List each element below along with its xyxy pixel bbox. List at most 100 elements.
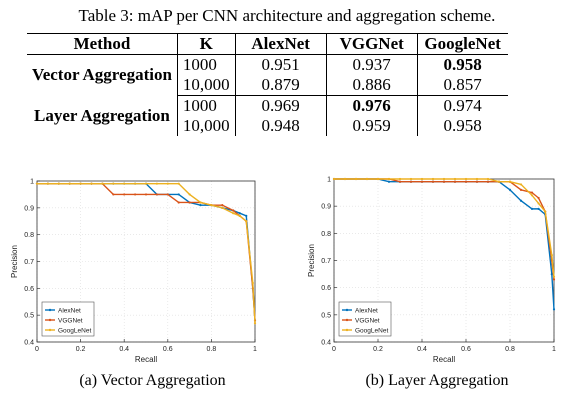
data-point	[550, 272, 553, 276]
data-point	[251, 281, 254, 285]
table-row: 10,000 0.948 0.959 0.958	[27, 116, 508, 136]
data-point	[550, 253, 553, 257]
series-line	[334, 178, 555, 277]
data-point	[155, 193, 158, 196]
data-point	[537, 196, 540, 200]
data-point	[552, 278, 556, 281]
legend-label: GoogLeNet	[58, 328, 91, 335]
legend-marker	[48, 308, 52, 312]
data-point	[365, 177, 369, 181]
data-point	[177, 201, 180, 204]
data-point	[112, 193, 115, 196]
data-point	[431, 177, 435, 181]
data-point	[442, 180, 446, 183]
x-tick-label: 0.2	[373, 346, 383, 353]
method-cell: Vector Aggregation	[27, 54, 178, 96]
data-point	[387, 177, 391, 181]
data-point	[475, 177, 479, 181]
data-point	[46, 182, 50, 185]
data-point	[232, 209, 235, 212]
value-cell: 0.959	[326, 116, 418, 136]
data-point	[123, 193, 126, 196]
subcaption-b: (b) Layer Aggregation	[365, 372, 509, 389]
data-point	[486, 177, 490, 181]
y-tick-label: 0.7	[321, 258, 331, 265]
subcaption-a: (a) Vector Aggregation	[79, 372, 226, 389]
data-point	[134, 193, 137, 196]
value-cell: 0.937	[326, 54, 418, 75]
y-tick-label: 0.8	[321, 231, 331, 238]
data-point	[376, 177, 380, 181]
pr-chart-layer-aggregation: 0 0.2 0.4 0.6 0.8 1 0.4 0.5 0.6 0.7 0.8 0.9 1 Recall P…	[307, 177, 556, 365]
pr-chart-vector-aggregation: 0 0.2 0.4 0.6 0.8 1 0.4 0.5 0.6 0.7 0.8 0.9 1 Recall P…	[10, 179, 257, 365]
data-point	[497, 180, 501, 183]
value-cell: 0.879	[235, 75, 327, 96]
x-tick-label: 0.6	[163, 346, 173, 353]
x-tick-label: 0.8	[505, 346, 515, 353]
table-header-row: Method K AlexNet VGGNet GoogleNet	[27, 33, 508, 55]
data-point	[544, 210, 547, 213]
table-row: Layer Aggregation 1000 0.969 0.976 0.974	[27, 95, 508, 136]
data-point	[332, 177, 336, 181]
value-cell: 0.958	[443, 116, 482, 135]
data-point	[475, 180, 479, 183]
data-point	[409, 177, 413, 181]
data-point	[530, 194, 534, 197]
results-table: Method K AlexNet VGGNet GoogleNet Vector…	[27, 33, 508, 136]
data-point	[508, 188, 512, 191]
data-point	[409, 180, 413, 183]
y-axis-label: Precision	[10, 245, 19, 278]
data-point	[420, 177, 424, 181]
data-point	[199, 204, 202, 207]
x-tick-label: 0.8	[207, 346, 217, 353]
legend-label: VGGNet	[58, 318, 83, 325]
data-point	[442, 177, 446, 181]
y-tick-label: 1	[327, 177, 331, 184]
x-tick-label: 0	[332, 346, 336, 353]
data-point	[90, 182, 93, 185]
legend-label: GoogLeNet	[355, 328, 388, 335]
data-point	[221, 206, 224, 209]
series-line	[334, 178, 555, 310]
data-point	[245, 214, 248, 217]
value-cell: 0.969	[235, 95, 327, 116]
k-cell: 10,000	[177, 75, 236, 96]
y-axis-label: Precision	[307, 244, 316, 277]
table-caption: Table 3: mAP per CNN architecture and ag…	[78, 6, 496, 25]
data-point	[238, 214, 241, 217]
data-point	[464, 177, 468, 181]
data-point	[177, 193, 180, 196]
y-tick-label: 0.7	[24, 259, 34, 266]
table-row: Vector Aggregation 1000 0.951 0.937 0.95…	[27, 54, 508, 96]
data-point	[398, 180, 402, 183]
header-alexnet: AlexNet	[235, 33, 327, 55]
data-point	[245, 220, 248, 223]
data-point	[530, 191, 534, 194]
y-tick-label: 1	[30, 179, 34, 186]
data-point	[199, 201, 202, 204]
data-point	[166, 193, 169, 196]
data-point	[123, 182, 126, 185]
data-point	[188, 193, 191, 196]
value-cell: 0.974	[443, 96, 482, 115]
x-tick-label: 1	[253, 346, 257, 353]
legend-marker	[48, 318, 52, 322]
data-point	[508, 180, 512, 183]
data-point	[112, 182, 115, 185]
legend-marker	[345, 308, 349, 312]
x-axis-label: Recall	[135, 355, 157, 364]
legend-label: AlexNet	[355, 308, 378, 315]
value-cell-best: 0.958	[443, 55, 482, 74]
table-row: 10,000 0.879 0.886 0.857	[27, 75, 508, 96]
value-cell: 0.886	[326, 75, 418, 96]
data-point	[177, 182, 180, 185]
data-point	[35, 182, 39, 185]
data-point	[343, 177, 347, 181]
method-cell: Layer Aggregation	[27, 95, 178, 136]
header-k: K	[177, 33, 236, 55]
header-method: Method	[27, 33, 178, 55]
data-point	[232, 212, 235, 215]
data-point	[238, 212, 241, 215]
value-cell: 0.857	[417, 75, 508, 96]
data-point	[166, 182, 169, 185]
